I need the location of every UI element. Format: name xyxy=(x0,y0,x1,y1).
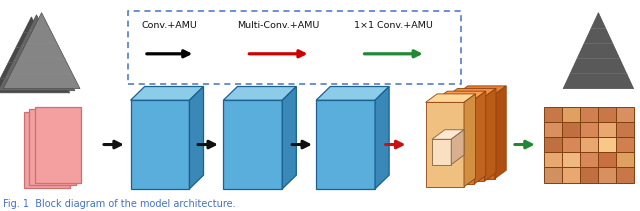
Text: Conv.+AMU: Conv.+AMU xyxy=(141,20,198,30)
Bar xyxy=(616,137,634,152)
Bar xyxy=(616,107,634,122)
Polygon shape xyxy=(426,94,476,102)
Bar xyxy=(544,137,562,152)
Bar xyxy=(580,137,598,152)
Polygon shape xyxy=(375,87,389,189)
Bar xyxy=(616,152,634,167)
Polygon shape xyxy=(35,107,81,183)
Polygon shape xyxy=(495,86,506,179)
Polygon shape xyxy=(446,97,484,181)
Bar xyxy=(544,152,562,167)
Polygon shape xyxy=(223,87,296,100)
Bar xyxy=(580,122,598,137)
Bar xyxy=(598,167,616,183)
Polygon shape xyxy=(316,87,389,100)
Polygon shape xyxy=(189,87,204,189)
Polygon shape xyxy=(24,112,70,188)
Bar xyxy=(598,122,616,137)
Polygon shape xyxy=(446,88,496,97)
Polygon shape xyxy=(426,102,464,187)
Text: Fig. 1  Block diagram of the model architecture.: Fig. 1 Block diagram of the model archit… xyxy=(3,199,236,209)
Polygon shape xyxy=(436,100,474,184)
Bar xyxy=(580,152,598,167)
Bar xyxy=(598,137,616,152)
Bar xyxy=(544,107,562,122)
Polygon shape xyxy=(484,88,496,181)
Text: Multi-Conv.+AMU: Multi-Conv.+AMU xyxy=(237,20,319,30)
Bar xyxy=(562,167,580,183)
Polygon shape xyxy=(29,109,76,185)
Bar xyxy=(616,167,634,183)
Polygon shape xyxy=(464,94,476,187)
Bar xyxy=(598,152,616,167)
Polygon shape xyxy=(131,87,204,100)
Polygon shape xyxy=(474,91,486,184)
Text: 1×1 Conv.+AMU: 1×1 Conv.+AMU xyxy=(354,20,433,30)
Polygon shape xyxy=(456,86,506,94)
Bar xyxy=(562,152,580,167)
Bar xyxy=(598,107,616,122)
Polygon shape xyxy=(3,13,80,89)
Polygon shape xyxy=(451,130,464,165)
Polygon shape xyxy=(432,139,451,165)
Polygon shape xyxy=(456,94,495,179)
Bar xyxy=(580,107,598,122)
Polygon shape xyxy=(432,130,464,139)
Polygon shape xyxy=(282,87,296,189)
Bar xyxy=(544,167,562,183)
FancyBboxPatch shape xyxy=(128,11,461,84)
Polygon shape xyxy=(0,15,75,91)
Polygon shape xyxy=(131,100,189,189)
Bar xyxy=(616,122,634,137)
Polygon shape xyxy=(436,91,486,100)
Bar xyxy=(562,137,580,152)
Polygon shape xyxy=(316,100,375,189)
Bar xyxy=(562,122,580,137)
Polygon shape xyxy=(223,100,282,189)
Polygon shape xyxy=(0,17,70,93)
Polygon shape xyxy=(563,13,634,89)
Bar xyxy=(562,107,580,122)
Bar xyxy=(580,167,598,183)
Bar xyxy=(544,122,562,137)
